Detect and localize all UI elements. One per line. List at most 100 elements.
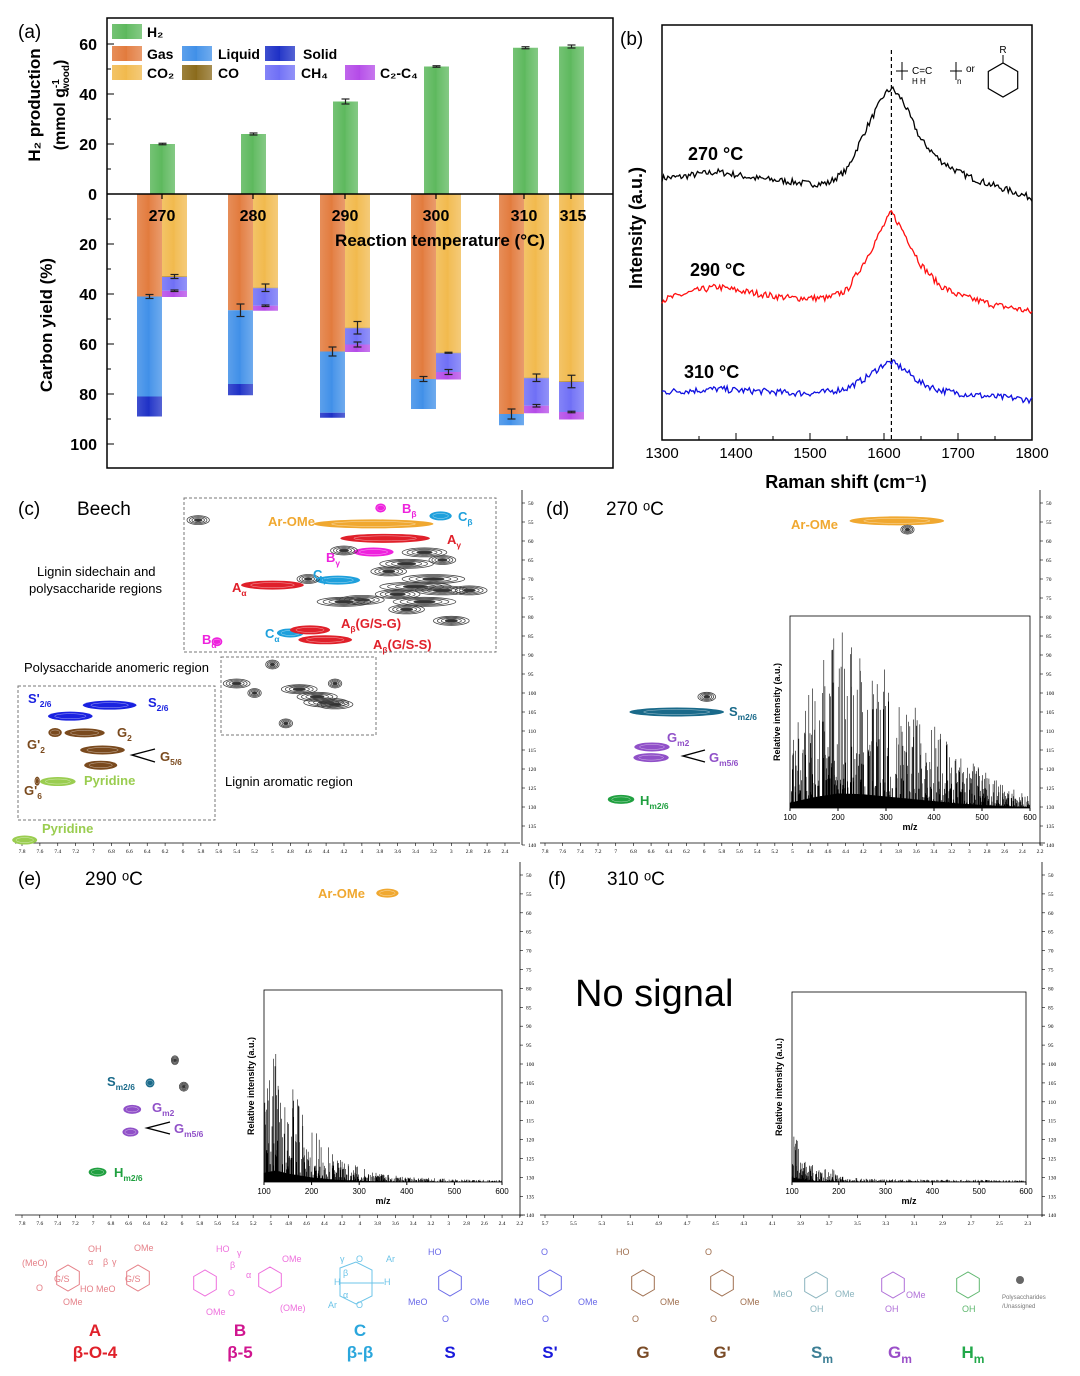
y-tick-label: 60: [1046, 539, 1052, 545]
contour-ring: [299, 575, 318, 583]
contour-ring: [440, 617, 462, 624]
cross-peak: [222, 678, 251, 689]
contour-fill: [634, 742, 670, 752]
y-tick-label: 130: [528, 805, 537, 811]
contour-fill: [84, 760, 118, 770]
x-tick-label: 3.2: [428, 1221, 435, 1227]
contour-ring: [413, 599, 436, 604]
signal-label: Bγ: [326, 550, 340, 568]
contour-fill: [123, 1104, 142, 1114]
substituent-label: Ar: [386, 1254, 395, 1264]
x-tick-label: 7.6: [559, 849, 566, 855]
x-tick-label: 4.7: [684, 1221, 691, 1227]
contour-ring: [70, 730, 99, 736]
x-tick-label: 5.7: [542, 1221, 549, 1227]
y-tick-label: 65: [1048, 930, 1054, 936]
cross-peak: [697, 691, 717, 702]
spectrum-peaks: [791, 1136, 1026, 1182]
y-tick-label: 70: [1046, 577, 1052, 583]
substituent-label: O: [632, 1314, 639, 1324]
gas-bar: [499, 194, 524, 414]
contour-ring: [248, 689, 261, 697]
y-tick-label: 115: [1048, 1119, 1056, 1125]
label-sub: γ: [335, 558, 340, 568]
contour-fill: [12, 835, 38, 845]
gas-bar: [228, 194, 253, 311]
legend-swatch-liquid: [182, 46, 212, 61]
raman-series-2: [661, 359, 1033, 405]
x-tick-label: 2.9: [939, 1221, 946, 1227]
solid-bar: [228, 384, 253, 396]
c2c4-bar: [345, 344, 370, 352]
contour-ring: [280, 684, 318, 695]
contour-fill: [340, 533, 430, 543]
y-tick-label: 50: [528, 501, 534, 507]
legend-label-co2: CO₂: [147, 65, 174, 81]
substituent-label: O: [442, 1314, 449, 1324]
y-tick-label: 110: [1048, 1100, 1056, 1106]
contour-fill: [82, 700, 137, 710]
x-tick-label: 3.9: [797, 1221, 804, 1227]
x-tick-label: 6: [181, 1221, 184, 1227]
contour-ring: [359, 549, 388, 555]
h2-bar: [513, 47, 538, 194]
h2-bar: [333, 101, 358, 194]
substituent-label: OMe: [740, 1297, 760, 1307]
label-main: A: [341, 616, 351, 631]
x-tick-label: 7: [92, 1221, 95, 1227]
ch4-bar: [524, 378, 549, 406]
x-tick-label: 2.2: [516, 1221, 523, 1227]
x-tick-label: 4.9: [655, 1221, 662, 1227]
x-tick-label: 6.4: [143, 1221, 150, 1227]
contour-ring: [86, 747, 119, 753]
cross-peak: [401, 574, 466, 584]
contour-ring: [292, 687, 306, 692]
substituent-label: OH: [810, 1304, 824, 1314]
contour-ring: [322, 597, 366, 606]
contour-ring: [382, 569, 396, 574]
contour-ring: [331, 521, 416, 527]
aromatic-ring-icon: [710, 1269, 734, 1297]
x-tick-label: 3.1: [911, 1221, 918, 1227]
substituent-label: H: [334, 1277, 341, 1287]
y-tick-label: 50: [1048, 873, 1054, 879]
h2-bar: [241, 134, 266, 194]
substituent-label: /Unassigned: [1002, 1304, 1035, 1310]
polymer-h-annotation: H H: [912, 77, 926, 86]
co2-bar: [436, 194, 461, 353]
inset-x-tick-label: 200: [832, 1187, 846, 1196]
cross-peak: [433, 615, 470, 626]
y-tick-label: 75: [1048, 968, 1054, 974]
x-tick-label: 4.1: [769, 1221, 776, 1227]
contour-ring: [124, 1129, 137, 1135]
contour-ring: [903, 526, 912, 533]
y-tick-label: 90: [528, 653, 534, 659]
contour-ring: [401, 547, 448, 558]
contour-ring: [306, 637, 345, 643]
aromatic-ring-icon: [538, 1269, 562, 1297]
contour-ring: [402, 584, 429, 589]
region-box: [183, 497, 497, 653]
label-main: G: [152, 1100, 162, 1115]
contour-ring: [374, 589, 421, 600]
structure-name-sub: m: [822, 1352, 833, 1366]
signal-label: Gm5/6: [709, 750, 739, 768]
label-main: A: [373, 637, 383, 652]
signal-label: Hm2/6: [640, 793, 669, 811]
contour-ring: [353, 535, 417, 542]
label-sub: γ: [456, 540, 461, 550]
x-tick-label: 1400: [719, 445, 752, 462]
legend-swatch-solid: [265, 46, 295, 61]
x-tick-label: 2.4: [499, 1221, 506, 1227]
co2-bar: [524, 194, 549, 378]
contour-ring: [699, 692, 715, 701]
raman-series-0: [661, 85, 1033, 202]
no-signal-message: No signal: [575, 973, 733, 1015]
x-tick-label: 5: [271, 849, 274, 855]
signal-label: Pyridine: [84, 773, 135, 788]
aromatic-ring-icon: [804, 1271, 828, 1299]
cross-peak: [607, 794, 635, 804]
x-tick-label: 270: [149, 208, 176, 225]
substituent-label: OMe: [282, 1254, 302, 1264]
